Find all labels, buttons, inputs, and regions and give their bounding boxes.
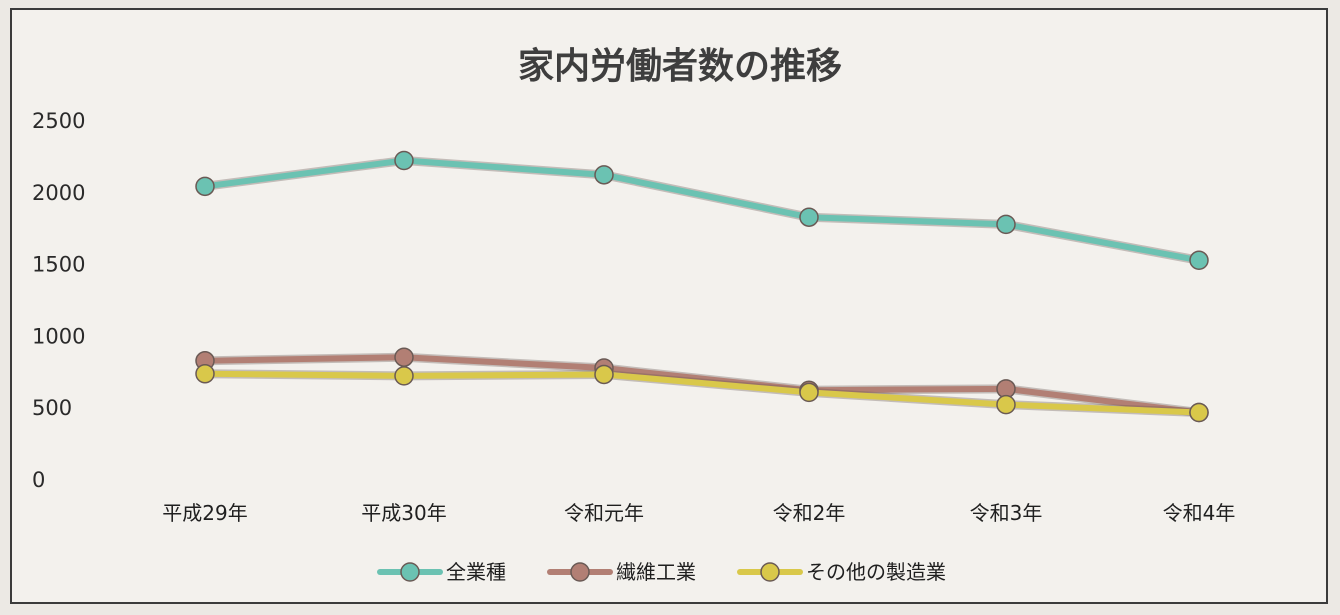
chart-frame xyxy=(10,8,1328,604)
data-point xyxy=(1189,250,1209,271)
y-tick-label: 2500 xyxy=(32,109,85,133)
x-tick-label: 令和3年 xyxy=(970,501,1043,525)
data-point xyxy=(195,363,215,384)
chart-title: 家内労働者数の推移 xyxy=(518,46,842,87)
legend-label: その他の製造業 xyxy=(806,560,946,584)
series-line xyxy=(202,354,1202,416)
y-tick-label: 1500 xyxy=(32,253,85,277)
legend-label: 全業種 xyxy=(446,560,506,584)
data-point xyxy=(594,165,614,185)
data-point xyxy=(996,394,1016,415)
data-point xyxy=(594,364,614,385)
y-tick-label: 2000 xyxy=(32,181,85,205)
data-point xyxy=(996,214,1016,235)
x-tick-label: 平成29年 xyxy=(162,501,247,525)
legend-marker xyxy=(400,562,420,582)
legend-marker xyxy=(570,562,590,582)
y-tick-label: 0 xyxy=(32,468,45,492)
data-point xyxy=(394,366,414,386)
series-line xyxy=(202,157,1202,264)
series-line-shadow xyxy=(200,155,1204,265)
x-tick-label: 令和2年 xyxy=(773,501,846,525)
series-line xyxy=(202,370,1202,416)
data-point xyxy=(195,176,215,197)
y-tick-label: 500 xyxy=(32,396,72,420)
data-point xyxy=(799,207,819,227)
legend-marker xyxy=(760,562,780,582)
data-point xyxy=(799,382,819,403)
x-tick-label: 令和4年 xyxy=(1163,501,1236,525)
data-point xyxy=(1189,402,1209,423)
legend-label: 繊維工業 xyxy=(616,560,696,584)
y-tick-label: 1000 xyxy=(32,324,85,348)
data-point xyxy=(394,150,414,171)
x-tick-label: 平成30年 xyxy=(361,501,446,525)
x-tick-label: 令和元年 xyxy=(564,501,644,525)
data-point xyxy=(394,347,414,367)
